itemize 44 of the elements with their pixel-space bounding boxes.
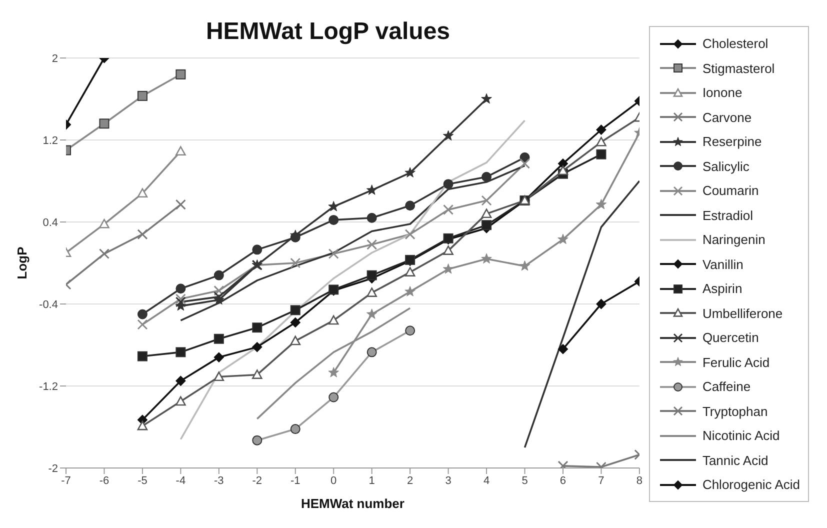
y-tick-label: -1.2	[39, 380, 58, 393]
legend-label: Quercetin	[702, 330, 759, 345]
legend-label: Tannic Acid	[702, 452, 768, 468]
legend-label: Stigmasterol	[702, 60, 775, 76]
y-tick-label: -2	[48, 462, 58, 475]
legend-label: Nicotinic Acid	[702, 428, 780, 443]
legend-label: Umbelliferone	[702, 306, 783, 320]
x-axis-title: HEMWat number	[300, 496, 404, 511]
x-tick-label: -4	[176, 474, 186, 487]
chart-title: HEMWat LogP values	[204, 18, 452, 46]
x-tick-label: 2	[407, 474, 414, 487]
legend-label: Coumarin	[702, 183, 759, 198]
x-tick-label: 5	[522, 474, 528, 487]
x-tick-label: 8	[636, 474, 642, 487]
x-tick-label: 3	[445, 474, 452, 487]
x-tick-label: 7	[598, 474, 604, 487]
x-tick-label: 1	[368, 474, 375, 487]
x-tick-label: 0	[330, 474, 337, 487]
y-axis-title: LogP	[14, 246, 30, 280]
x-tick-label: -3	[214, 474, 224, 487]
y-tick-label: -0.4	[39, 298, 58, 311]
legend-label: Tryptophan	[702, 404, 768, 418]
legend-label: Estradiol	[702, 208, 754, 222]
x-tick-label: -1	[290, 474, 300, 487]
legend-label: Ionone	[702, 85, 742, 100]
legend-label: Vanillin	[702, 256, 744, 272]
legend-label: Chlorogenic Acid	[702, 477, 800, 492]
legend-label: Carvone	[702, 110, 752, 124]
legend-label: Reserpine	[702, 134, 762, 149]
x-tick-label: -2	[252, 474, 262, 487]
legend-label: Ferulic Acid	[702, 354, 770, 370]
legend-label: Aspirin	[702, 281, 742, 296]
x-tick-label: 4	[483, 474, 490, 487]
legend-label: Naringenin	[702, 232, 766, 247]
legend-label: Caffeine	[702, 379, 751, 394]
y-tick-label: 1.2	[42, 134, 58, 147]
legend-label: Cholesterol	[702, 36, 768, 51]
y-tick-label: 0.4	[42, 216, 58, 229]
y-tick-label: 2	[52, 52, 58, 65]
x-tick-label: -7	[61, 474, 71, 487]
x-tick-label: -5	[138, 474, 148, 487]
legend-label: Salicylic	[702, 158, 750, 174]
x-tick-label: 6	[560, 474, 566, 487]
x-tick-label: -6	[99, 474, 110, 487]
